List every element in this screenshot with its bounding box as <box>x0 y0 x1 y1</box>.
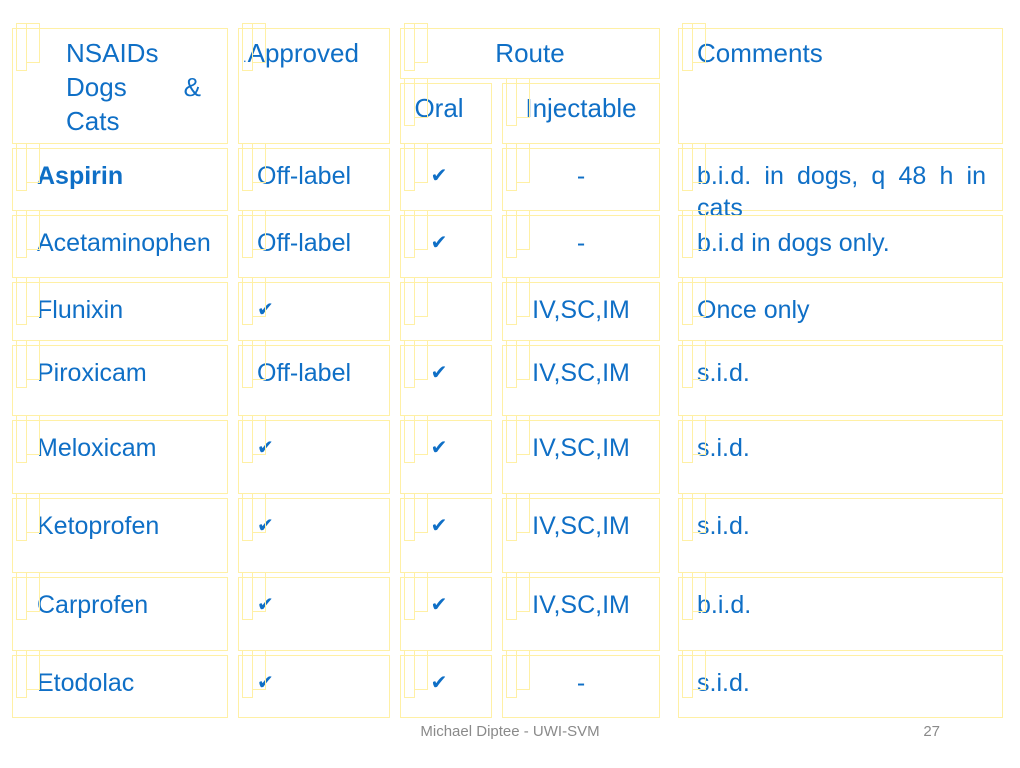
cell-oral: ✔ <box>400 143 492 211</box>
cell-injectable: - <box>502 650 660 718</box>
check-icon: ✔ <box>430 230 448 254</box>
drug-name: Piroxicam <box>37 359 147 387</box>
check-icon: ✔ <box>257 435 274 459</box>
cell-comments: s.i.d. <box>678 415 1003 494</box>
injectable-text: - <box>576 162 586 190</box>
header-injectable: Injectable <box>502 78 660 144</box>
drug-name: Flunixin <box>37 296 124 324</box>
stray-dot: . <box>243 50 247 65</box>
cell-oral <box>400 277 492 341</box>
cell-comments: s.i.d. <box>678 340 1003 416</box>
header-nsaids-dogs-cats: NSAIDs Dogs & Cats <box>12 23 228 144</box>
check-icon: ✔ <box>257 297 274 321</box>
nsaids-table: NSAIDs Dogs & Cats .Approved Route Oral … <box>12 23 1003 722</box>
header-approved-label: Approved <box>247 38 359 68</box>
drug-name: Meloxicam <box>37 434 157 462</box>
cell-approved: ✔ <box>238 493 390 573</box>
cell-comments: b.i.d. <box>678 572 1003 651</box>
cell-approved: Off-label <box>238 143 390 211</box>
injectable-text: - <box>576 229 586 257</box>
cell-approved: ✔ <box>238 650 390 718</box>
cell-comments: b.i.d in dogs only. <box>678 210 1003 278</box>
check-icon: ✔ <box>257 592 274 616</box>
cell-injectable: IV,SC,IM <box>502 415 660 494</box>
injectable-text: IV,SC,IM <box>532 359 630 387</box>
comment-text: b.i.d. <box>697 591 752 619</box>
header-injectable-label: Injectable <box>525 93 637 123</box>
drug-name: Etodolac <box>37 669 135 697</box>
comment-text: s.i.d. <box>697 512 750 540</box>
cell-oral: ✔ <box>400 493 492 573</box>
page-number: 27 <box>923 723 940 740</box>
cell-drug: Piroxicam <box>12 340 228 416</box>
drug-name: Aspirin <box>37 162 124 190</box>
cell-injectable: IV,SC,IM <box>502 572 660 651</box>
approved-text: Off-label <box>257 162 352 190</box>
comment-text: b.i.d. in dogs, q 48 h in cats <box>697 162 986 222</box>
comment-text: Once only <box>697 296 810 324</box>
header-route: Route <box>400 23 660 79</box>
check-icon: ✔ <box>257 513 274 537</box>
drug-name: Carprofen <box>37 591 149 619</box>
cell-injectable: IV,SC,IM <box>502 340 660 416</box>
cell-drug: Acetaminophen <box>12 210 228 278</box>
cell-comments: Once only <box>678 277 1003 341</box>
cell-comments: s.i.d. <box>678 650 1003 718</box>
injectable-text: IV,SC,IM <box>532 296 630 324</box>
cell-injectable: IV,SC,IM <box>502 277 660 341</box>
cell-injectable: - <box>502 210 660 278</box>
approved-text: Off-label <box>257 229 352 257</box>
cell-approved: ✔ <box>238 415 390 494</box>
header-comments: Comments <box>678 23 1003 144</box>
cell-oral: ✔ <box>400 572 492 651</box>
check-icon: ✔ <box>430 513 448 537</box>
cell-oral: ✔ <box>400 650 492 718</box>
footer-credit: Michael Diptee - UWI-SVM <box>420 723 600 740</box>
cell-oral: ✔ <box>400 340 492 416</box>
check-icon: ✔ <box>430 670 448 694</box>
cell-approved: ✔ <box>238 572 390 651</box>
header-route-label: Route <box>495 38 565 68</box>
header-comments-label: Comments <box>697 38 823 68</box>
comment-text: b.i.d in dogs only. <box>697 229 890 257</box>
cell-injectable: IV,SC,IM <box>502 493 660 573</box>
cell-injectable: - <box>502 143 660 211</box>
comment-text: s.i.d. <box>697 669 750 697</box>
comment-text: s.i.d. <box>697 434 750 462</box>
cell-comments: b.i.d. in dogs, q 48 h in cats <box>678 143 1003 222</box>
injectable-text: IV,SC,IM <box>532 591 630 619</box>
cell-drug: Etodolac <box>12 650 228 718</box>
injectable-text: IV,SC,IM <box>532 434 630 462</box>
drug-name: Acetaminophen <box>37 229 211 257</box>
check-icon: ✔ <box>430 360 448 384</box>
cell-approved: ✔ <box>238 277 390 341</box>
injectable-text: - <box>576 669 586 697</box>
header-oral: Oral <box>400 78 492 144</box>
check-icon: ✔ <box>430 592 448 616</box>
comment-text: s.i.d. <box>697 359 750 387</box>
cell-drug: Flunixin <box>12 277 228 341</box>
injectable-text: IV,SC,IM <box>532 512 630 540</box>
cell-comments: s.i.d. <box>678 493 1003 573</box>
check-icon: ✔ <box>430 163 448 187</box>
drug-name: Ketoprofen <box>37 512 160 540</box>
cell-drug: Carprofen <box>12 572 228 651</box>
cell-approved: Off-label <box>238 210 390 278</box>
approved-text: Off-label <box>257 359 352 387</box>
check-icon: ✔ <box>257 670 274 694</box>
header-oral-label: Oral <box>414 93 464 123</box>
cell-approved: Off-label <box>238 340 390 416</box>
cell-oral: ✔ <box>400 210 492 278</box>
cell-drug: Meloxicam <box>12 415 228 494</box>
header-approved: .Approved <box>238 23 390 144</box>
header-nsaids-text: NSAIDs Dogs & Cats <box>66 38 201 136</box>
check-icon: ✔ <box>430 435 448 459</box>
cell-oral: ✔ <box>400 415 492 494</box>
cell-drug: Ketoprofen <box>12 493 228 573</box>
cell-drug: Aspirin <box>12 143 228 211</box>
